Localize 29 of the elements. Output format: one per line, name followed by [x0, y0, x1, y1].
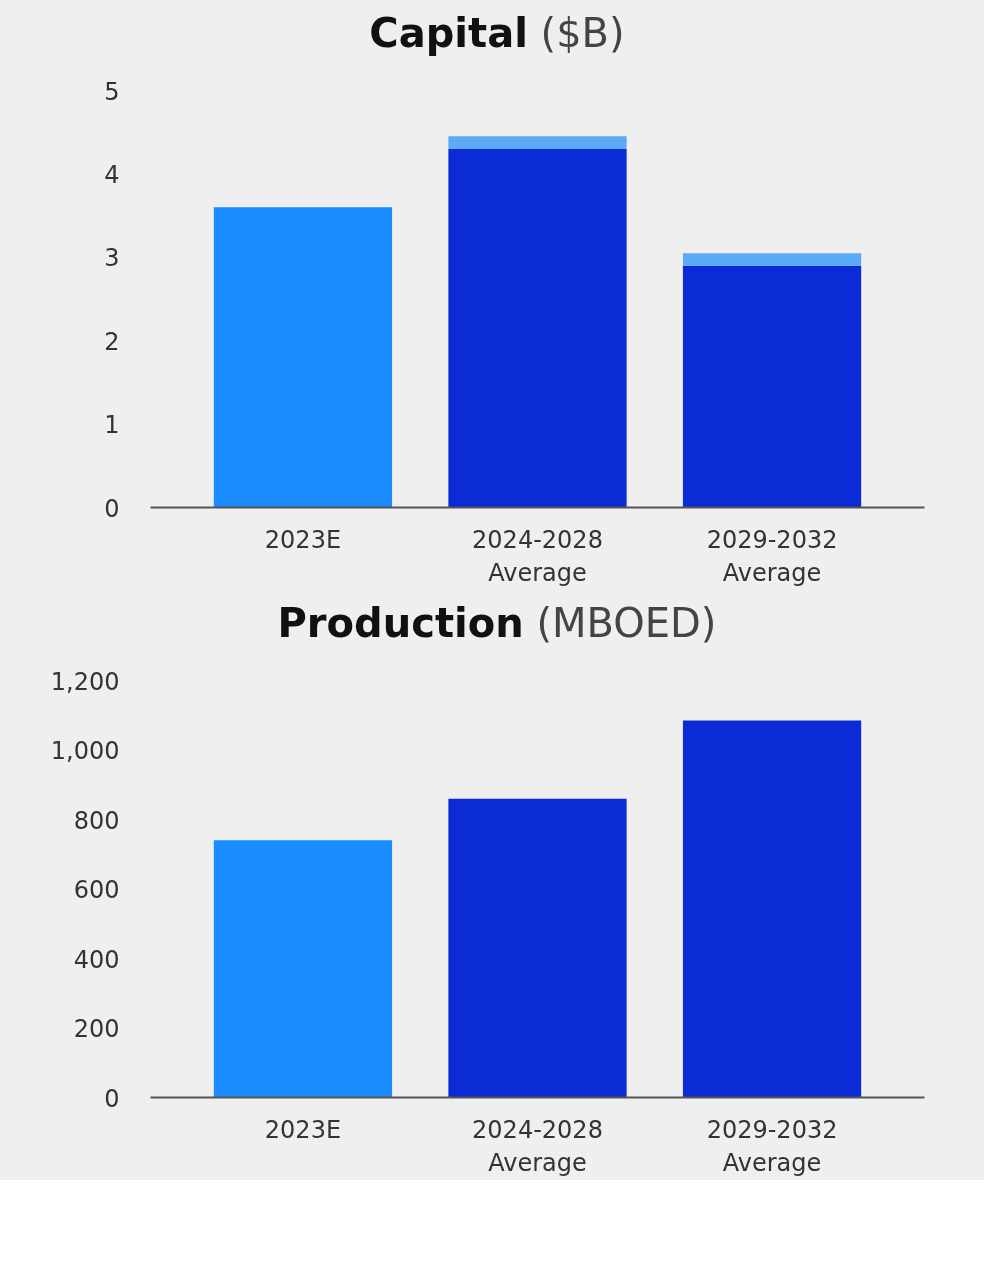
- y-tick-label: 0: [104, 1084, 120, 1113]
- x-tick-label: 2023E: [264, 525, 342, 554]
- x-tick-label: 2024-2028 Average: [472, 525, 603, 588]
- y-tick-label: 1,000: [50, 737, 120, 765]
- y-tick-label: 1: [104, 411, 120, 440]
- chart-title: Production (MBOED): [277, 600, 717, 646]
- bar: [682, 253, 862, 266]
- x-tick-label: 2029-2032 Average: [706, 525, 838, 588]
- y-tick-label: 4: [104, 160, 120, 189]
- y-tick-label: 800: [73, 806, 120, 835]
- bar: [448, 136, 627, 149]
- y-tick-label: 5: [104, 77, 120, 106]
- y-tick-label: 2: [104, 327, 120, 356]
- y-tick-label: 3: [104, 244, 120, 273]
- y-tick-label: 1,200: [50, 667, 120, 696]
- y-tick-label: 0: [104, 494, 120, 523]
- x-tick-label: 2023E: [264, 1115, 342, 1144]
- chart-title: Capital ($B): [369, 10, 625, 56]
- y-tick-label: 600: [73, 876, 120, 904]
- bar: [448, 148, 627, 508]
- y-tick-label: 200: [73, 1015, 120, 1043]
- bar: [213, 840, 393, 1098]
- x-tick-label: 2024-2028 Average: [472, 1115, 603, 1178]
- x-tick-label: 2029-2032 Average: [706, 1115, 838, 1178]
- bar: [682, 720, 862, 1098]
- y-tick-label: 400: [73, 945, 120, 974]
- bar: [682, 265, 862, 508]
- bar: [448, 798, 627, 1098]
- bar: [213, 207, 393, 508]
